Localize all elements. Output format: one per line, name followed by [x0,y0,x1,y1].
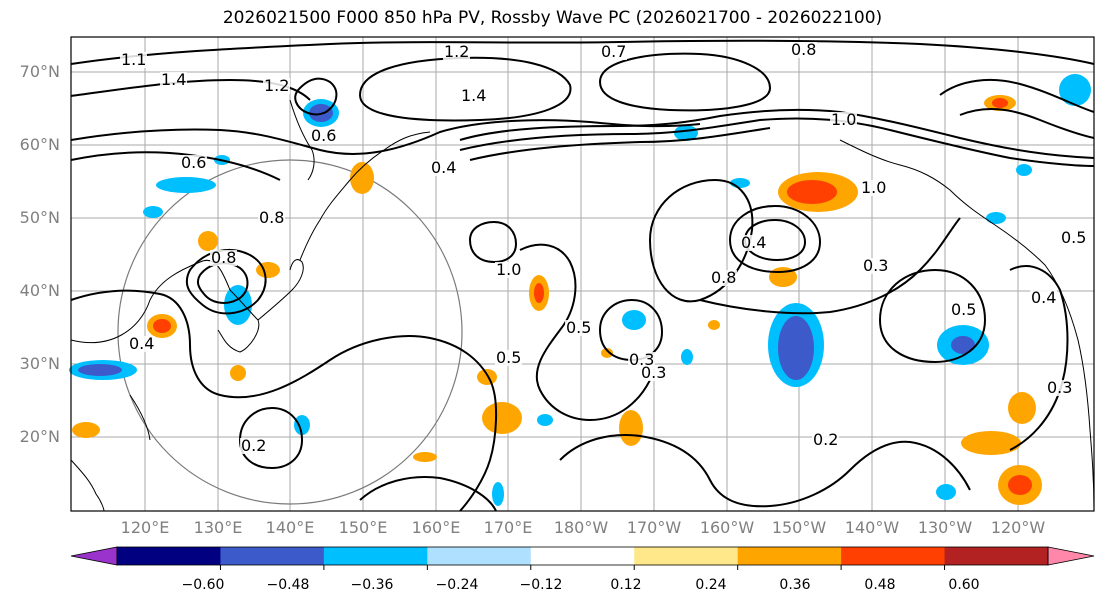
lon-label-130e: 130°E [193,518,243,537]
colorbar-label: 0.12 [610,577,642,593]
lon-label-170w: 170°W [626,518,682,537]
lon-label-160e: 160°E [411,518,461,537]
coastlines [70,99,1095,512]
pv-contours [70,39,1095,512]
lon-label-170e: 170°E [483,518,533,537]
map-frame [70,36,1095,512]
colorbar-segment [323,547,428,565]
lon-label-150w: 150°W [771,518,827,537]
lon-label-140e: 140°E [265,518,315,537]
colorbar-extend-left [71,547,117,565]
lon-label-160w: 160°W [699,518,755,537]
colorbar-segment [220,547,325,565]
colorbar-label: −0.60 [181,577,225,593]
colorbar-label: 0.48 [864,577,896,593]
map-background [71,37,1094,511]
lon-label-120e: 120°E [120,518,170,537]
lat-label-30n: 30°N [19,354,60,373]
colorbar-segment [634,547,739,565]
colorbar-segment [530,547,635,565]
colorbar-label: −0.24 [435,577,479,593]
negative-anomaly-shading [69,74,1091,506]
colorbar-label: −0.36 [350,577,394,593]
reference-circle [117,159,463,505]
lon-label-140w: 140°W [844,518,900,537]
colorbar-label: −0.12 [519,577,563,593]
colorbar-label: 0.24 [695,577,727,593]
colorbar-segment [944,547,1049,565]
map-title: 2026021500 F000 850 hPa PV, Rossby Wave … [222,8,883,28]
lat-label-70n: 70°N [19,62,60,81]
colorbar-segment [427,547,532,565]
colorbar-extend-right [1048,547,1094,565]
colorbar-segment [737,547,842,565]
colorbar-label: 0.36 [779,577,811,593]
lon-label-120w: 120°W [990,518,1046,537]
lat-label-60n: 60°N [19,135,60,154]
lat-label-40n: 40°N [19,281,60,300]
lon-label-150e: 150°E [338,518,388,537]
colorbar-label: −0.48 [266,577,310,593]
colorbar-segment [841,547,946,565]
lon-label-180w: 180°W [553,518,609,537]
colorbar-segment [117,547,221,565]
colorbar [70,546,1095,570]
lat-label-50n: 50°N [19,208,60,227]
colorbar-label: 0.60 [948,577,980,593]
lat-label-20n: 20°N [19,427,60,446]
lon-label-130w: 130°W [917,518,973,537]
